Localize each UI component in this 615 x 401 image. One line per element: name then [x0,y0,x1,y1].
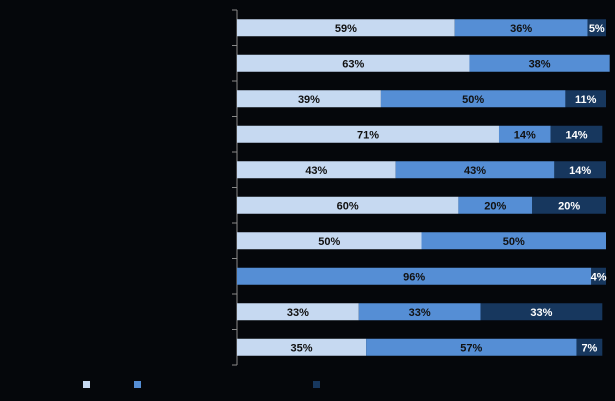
data-label: 59% [335,23,357,35]
bar-segment [237,232,422,250]
bar-segment [237,196,459,214]
data-label: 57% [460,342,482,354]
bar-segment [237,303,359,321]
data-label: 60% [337,200,359,212]
data-label: 43% [305,165,327,177]
legend-swatch [134,381,141,388]
data-label: 38% [529,58,551,70]
data-label: 35% [291,342,313,354]
bar-segment [458,196,533,214]
bar-segment [237,54,470,72]
bar-segment [591,267,606,285]
data-label: 39% [298,94,320,106]
bar-segment [395,161,555,179]
data-label: 14% [514,129,536,141]
data-label: 63% [342,58,364,70]
bar-segment [421,232,606,250]
data-label: 14% [565,129,587,141]
bar-segment [358,303,481,321]
data-label: 71% [357,129,379,141]
bar-segment [237,19,455,37]
bar-segment [237,161,396,179]
legend-swatch [313,381,320,388]
data-labels: 59% 36% 5% 63% 38% 39% 50% 11% 71% 14% 14% 43% 43% 14… [287,23,607,355]
data-label: 50% [503,236,525,248]
data-label: 20% [558,200,580,212]
data-label: 11% [575,94,597,106]
bar-segment [498,125,551,143]
data-label: 4% [591,271,607,283]
data-label: 33% [530,307,552,319]
bar-segment [550,125,603,143]
bar-segment [237,338,367,356]
legend [83,381,320,388]
bar-segment [454,19,588,37]
data-label: 50% [462,94,484,106]
legend-swatch [83,381,90,388]
bar-segment [554,161,606,179]
bar-segment [576,338,603,356]
bar-segment [366,338,577,356]
bar-segment [469,54,610,72]
data-label: 5% [589,23,605,35]
data-label: 96% [403,271,425,283]
data-label: 33% [409,307,431,319]
data-label: 7% [581,342,597,354]
bar-segment [587,19,606,37]
bar-segment [380,90,566,108]
bar-segment [237,125,499,143]
bars [237,19,610,356]
bar-segment [565,90,606,108]
data-label: 20% [484,200,506,212]
data-label: 50% [318,236,340,248]
category-axis [232,9,238,366]
bar-segment [237,267,592,285]
bar-segment [532,196,606,214]
data-label: 43% [464,165,486,177]
data-label: 33% [287,307,309,319]
data-label: 14% [569,165,591,177]
bar-segment [237,90,381,108]
data-label: 36% [510,23,532,35]
bar-segment [480,303,603,321]
